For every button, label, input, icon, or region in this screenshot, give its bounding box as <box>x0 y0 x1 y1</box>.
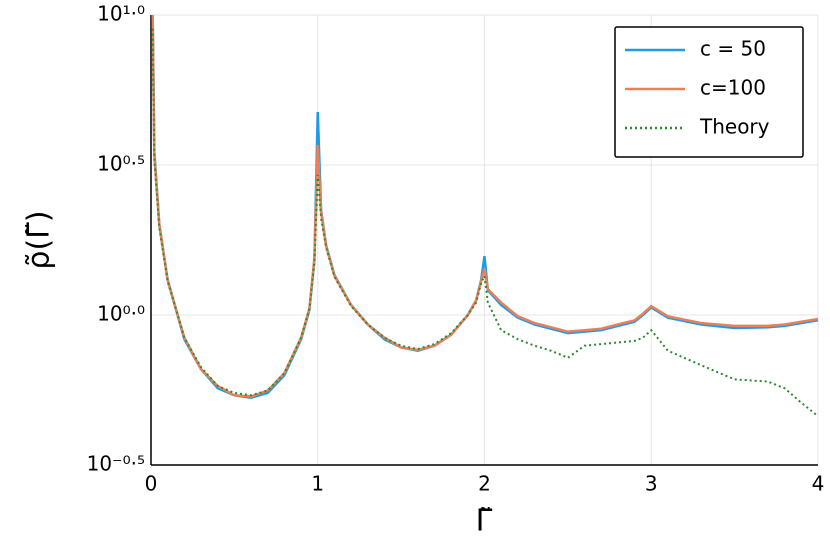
x-tick-label: 3 <box>645 472 658 496</box>
legend-label: c=100 <box>700 76 766 100</box>
legend-label: c = 50 <box>700 37 766 61</box>
y-tick-label: 10¹·⁰ <box>97 2 145 26</box>
y-tick-label: 10⁰·⁰ <box>97 302 145 326</box>
series-line <box>151 28 819 417</box>
x-tick-label: 2 <box>478 472 491 496</box>
legend-label: Theory <box>699 115 770 139</box>
x-tick-label: 0 <box>145 472 158 496</box>
y-tick-label: 10⁰·⁵ <box>97 152 145 176</box>
x-tick-label: 1 <box>311 472 324 496</box>
x-axis-label: Γ̃ <box>476 504 493 539</box>
legend: c = 50 c=100 Theory <box>614 26 804 158</box>
series-line <box>151 14 819 398</box>
y-axis-label: ρ̃(Γ̃) <box>22 210 57 269</box>
x-tick-label: 4 <box>812 472 825 496</box>
legend-box <box>614 26 804 158</box>
y-tick-label: 10⁻⁰·⁵ <box>87 452 145 476</box>
